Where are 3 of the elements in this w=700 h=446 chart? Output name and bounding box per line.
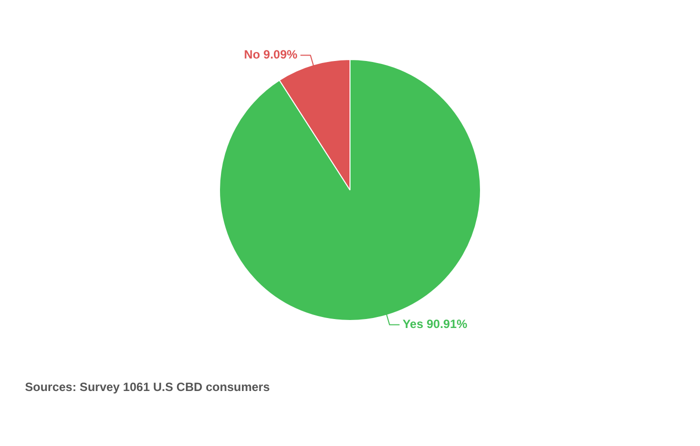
slice-label: No 9.09% bbox=[244, 48, 298, 62]
source-note: Sources: Survey 1061 U.S CBD consumers bbox=[25, 380, 270, 394]
slice-label: Yes 90.91% bbox=[402, 317, 468, 332]
